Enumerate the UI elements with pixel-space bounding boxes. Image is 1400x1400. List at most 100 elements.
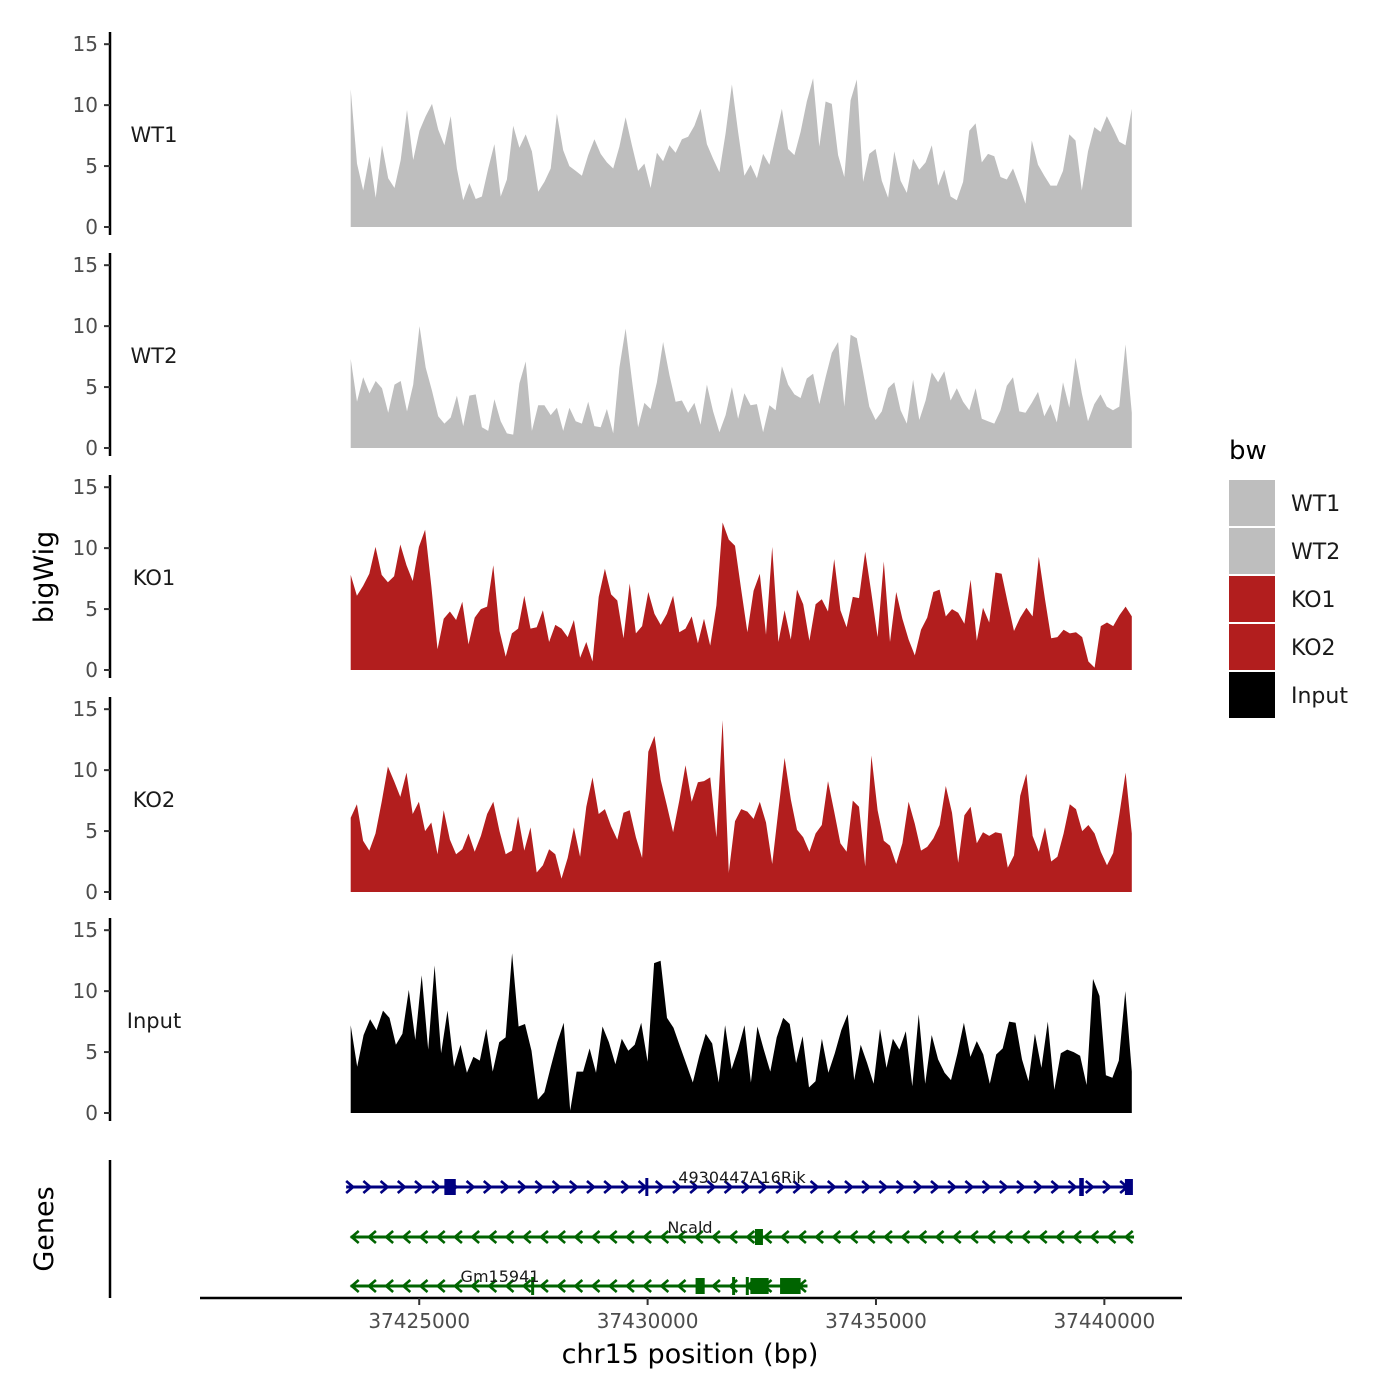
strand-arrow — [556, 1230, 566, 1244]
coverage-area-wt2 — [350, 326, 1132, 448]
strand-arrow — [1067, 1180, 1078, 1194]
strand-arrow — [568, 1180, 579, 1194]
strand-arrow — [1054, 1230, 1065, 1244]
y-tick-label: 0 — [85, 880, 98, 904]
strand-arrow — [1106, 1230, 1117, 1244]
strand-arrow — [500, 1180, 510, 1194]
legend-label: Input — [1291, 684, 1348, 709]
strand-arrow — [590, 1230, 601, 1244]
legend-item-ko1: KO1 — [1229, 576, 1336, 622]
strand-arrow — [654, 1180, 665, 1194]
strand-arrow — [659, 1230, 670, 1244]
gene-label: 4930447A16Rik — [678, 1168, 806, 1187]
strand-arrow — [607, 1230, 618, 1244]
legend-item-input: Input — [1229, 672, 1348, 718]
strand-arrow — [792, 1180, 803, 1194]
strand-arrow — [728, 1230, 738, 1244]
strand-arrow — [349, 1279, 360, 1293]
strand-arrow — [1084, 1180, 1095, 1194]
coverage-area-ko1 — [350, 522, 1132, 670]
strand-arrow — [693, 1230, 704, 1244]
y-tick-label: 15 — [73, 697, 98, 721]
x-tick-label: 37435000 — [825, 1309, 927, 1333]
exon-block — [745, 1277, 749, 1295]
strand-arrow — [465, 1180, 476, 1194]
strand-arrow — [487, 1279, 498, 1293]
exon-block — [750, 1278, 769, 1294]
strand-arrow — [1016, 1180, 1026, 1194]
genes-axis-title: Genes — [29, 1186, 60, 1271]
strand-arrow — [470, 1230, 480, 1244]
strand-arrow — [586, 1180, 596, 1194]
track-label-input: Input — [127, 1009, 181, 1033]
strand-arrow — [538, 1230, 549, 1244]
legend-item-ko2: KO2 — [1229, 624, 1336, 670]
y-tick-label: 0 — [85, 436, 98, 460]
strand-arrow — [521, 1230, 532, 1244]
strand-arrow — [607, 1279, 618, 1293]
strand-arrow — [418, 1230, 429, 1244]
strand-arrow — [986, 1230, 996, 1244]
strand-arrow — [620, 1180, 631, 1194]
strand-arrow — [435, 1230, 446, 1244]
strand-arrow — [603, 1180, 614, 1194]
strand-arrow — [470, 1279, 480, 1293]
strand-arrow — [1089, 1230, 1100, 1244]
strand-arrow — [431, 1180, 442, 1194]
exon-block — [754, 1229, 763, 1245]
y-tick-label: 5 — [85, 819, 98, 843]
strand-arrow — [998, 1180, 1009, 1194]
y-tick-label: 0 — [85, 1101, 98, 1125]
exon-block — [645, 1178, 649, 1196]
strand-arrow — [551, 1180, 562, 1194]
exon-block — [1124, 1179, 1133, 1195]
gene-label: Ncald — [667, 1218, 712, 1237]
strand-arrow — [517, 1180, 528, 1194]
strand-arrow — [689, 1180, 700, 1194]
strand-arrow — [758, 1180, 768, 1194]
strand-arrow — [968, 1230, 979, 1244]
gene-annotation-track: 4930447A16Rik Ncald Gm15941 — [108, 1160, 1135, 1298]
y-tick-label: 15 — [73, 475, 98, 499]
x-axis-title: chr15 position (bp) — [562, 1339, 819, 1370]
track-label-wt1: WT1 — [131, 123, 178, 147]
strand-arrow — [534, 1180, 545, 1194]
exon-block — [780, 1278, 801, 1294]
track-label-ko2: KO2 — [133, 788, 176, 812]
gene-label: Gm15941 — [461, 1267, 540, 1286]
strand-arrow — [672, 1180, 682, 1194]
legend-label: KO1 — [1291, 588, 1336, 613]
strand-arrow — [401, 1279, 412, 1293]
legend-swatch — [1229, 672, 1275, 718]
y-tick-label: 10 — [73, 93, 98, 117]
track-label-wt2: WT2 — [131, 344, 178, 368]
strand-arrow — [723, 1180, 734, 1194]
strand-arrow — [349, 1230, 360, 1244]
track-wt1: 0 5 10 15 WT1 — [73, 32, 1132, 239]
strand-arrow — [1123, 1230, 1134, 1244]
strand-arrow — [590, 1279, 601, 1293]
strand-arrow — [865, 1230, 876, 1244]
strand-arrow — [384, 1279, 394, 1293]
strand-arrow — [573, 1279, 584, 1293]
y-tick-label: 15 — [73, 32, 98, 56]
track-ko1: 0 5 10 15 KO1 — [73, 475, 1132, 682]
strand-arrow — [366, 1279, 377, 1293]
y-tick-label: 10 — [73, 979, 98, 1003]
strand-arrow — [900, 1230, 910, 1244]
strand-arrow — [775, 1180, 786, 1194]
strand-arrow — [435, 1279, 446, 1293]
legend: bw WT1 WT2 KO1 KO2 Input — [1229, 436, 1348, 718]
legend-swatch — [1229, 528, 1275, 574]
y-tick-label: 15 — [73, 918, 98, 942]
gene-ncald: Ncald — [349, 1218, 1135, 1245]
strand-arrow — [504, 1279, 515, 1293]
strand-arrow — [366, 1230, 377, 1244]
strand-arrow — [401, 1230, 412, 1244]
y-tick-label: 10 — [73, 758, 98, 782]
track-label-ko1: KO1 — [133, 566, 176, 590]
exon-block — [695, 1278, 705, 1294]
strand-arrow — [345, 1180, 356, 1194]
strand-arrow — [624, 1230, 635, 1244]
